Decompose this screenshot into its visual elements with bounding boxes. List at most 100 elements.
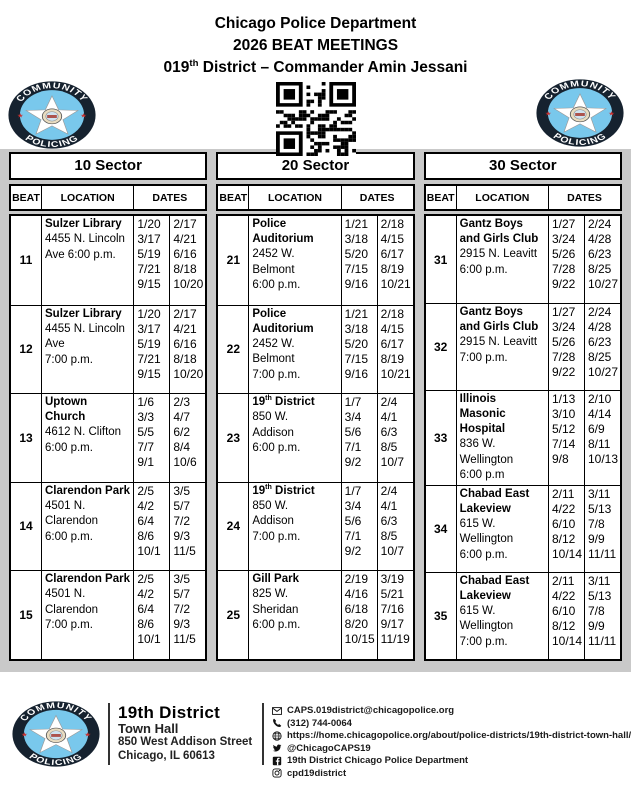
dates-column-1: 1/27 3/24 5/26 7/28 9/22 [547, 216, 584, 303]
location-address: 2452 W. Belmont 6:00 p.m. [252, 248, 301, 291]
dates-column-1: 1/20 3/17 5/19 7/21 9/15 [133, 216, 169, 305]
dates-column-1: 2/19 4/16 6/18 8/20 10/15 [340, 570, 377, 659]
dates-column-2: 2/18 4/15 6/17 8/19 10/21 [376, 216, 413, 305]
contact-text: cpd19district [287, 767, 347, 779]
sector-table: 21 Police Auditorium 2452 W. Belmont 6:00 … [216, 214, 415, 661]
location-address: 615 W. Wellington 7:00 p.m. [459, 604, 514, 648]
beat-number: 34 [425, 484, 456, 572]
sector-title: 10 Sector [9, 152, 208, 180]
sector-table: 11 Sulzer Library 4455 N. Lincoln Ave 6:00… [9, 214, 208, 661]
location-name: Uptown Church [45, 396, 88, 423]
column-header-location: LOCATION [455, 186, 548, 209]
contact-text: (312) 744-0064 [287, 717, 352, 729]
location-cell: Gantz Boys and Girls Club 2915 N. Leavitt… [455, 303, 548, 390]
location-name: Sulzer Library [45, 307, 122, 320]
sector-table: 31 Gantz Boys and Girls Club 2915 N. Leavi… [423, 214, 622, 661]
dates-column-2: 2/24 4/28 6/23 8/25 10/27 [583, 216, 620, 303]
location-name: Gantz Boys and Girls Club [459, 306, 539, 333]
sector-column-headers: BEAT LOCATION DATES [9, 184, 208, 211]
location-cell: Uptown Church 4612 N. Clifton 6:00 p.m. [41, 393, 134, 482]
dates-column-2: 2/4 4/1 6/3 8/5 10/7 [376, 481, 413, 570]
dates-column-1: 1/21 3/18 5/20 7/15 9/16 [340, 304, 377, 393]
dates-column-2: 3/11 5/13 7/8 9/9 11/11 [583, 571, 620, 659]
contact-row: (312) 744-0064 [272, 718, 631, 730]
beat-number: 23 [218, 393, 249, 482]
footer-hall: Town Hall [118, 721, 179, 736]
svg-text:★: ★ [17, 113, 24, 120]
footer-city: Chicago, IL 60613 [118, 749, 215, 762]
globe-icon [272, 731, 282, 741]
instagram-icon [272, 768, 282, 778]
column-header-dates: DATES [340, 186, 413, 209]
beat-number: 22 [218, 304, 249, 394]
dates-column-2: 2/3 4/7 6/2 8/4 10/6 [169, 393, 206, 482]
column-header-dates: DATES [547, 186, 620, 209]
location-name: 19th District [252, 394, 315, 408]
beat-number: 33 [425, 390, 456, 485]
sector-30: 30 Sector BEAT LOCATION DATES 31 Gantz Boys a… [423, 152, 622, 661]
footer-divider [262, 703, 264, 765]
svg-text:★: ★ [608, 111, 615, 118]
dates-column-1: 1/13 3/10 5/12 7/14 9/8 [547, 390, 584, 485]
location-cell: Chabad East Lakeview 615 W. Wellington 7:… [455, 571, 548, 659]
location-name: Chabad East Lakeview [459, 487, 530, 515]
dates-column-2: 3/5 5/7 7/2 9/3 11/5 [169, 481, 206, 570]
location-name: Police Auditorium [252, 218, 314, 245]
location-cell: Clarendon Park 4501 N. Clarendon 7:00 p.m… [41, 570, 134, 659]
beat-number: 35 [425, 571, 456, 659]
location-address: 4612 N. Clifton 6:00 p.m. [45, 426, 122, 454]
svg-text:★: ★ [80, 113, 87, 120]
page-subtitle: 2026 BEAT MEETINGS [232, 37, 399, 54]
contact-text: https://home.chicagopolice.org/about/pol… [287, 730, 631, 741]
contact-row: CAPS.019district@chicagopolice.org [272, 705, 631, 717]
location-address: 850 W. Addison 7:00 p.m. [252, 499, 301, 543]
location-address: 615 W. Wellington 6:00 p.m. [459, 517, 514, 561]
column-header-beat: BEAT [426, 192, 455, 204]
dates-column-1: 1/21 3/18 5/20 7/15 9/16 [340, 216, 377, 305]
dates-column-2: 3/5 5/7 7/2 9/3 11/5 [169, 570, 206, 659]
location-address: 4455 N. Lincoln Ave 6:00 p.m. [45, 233, 125, 261]
dates-column-1: 2/11 4/22 6/10 8/12 10/14 [547, 571, 584, 659]
location-name: Chabad East Lakeview [459, 574, 530, 602]
dates-column-2: 2/4 4/1 6/3 8/5 10/7 [376, 393, 413, 482]
contact-row: https://home.chicagopolice.org/about/pol… [272, 730, 631, 742]
footer-divider [108, 703, 110, 765]
location-address: 850 W. Addison 6:00 p.m. [252, 411, 301, 454]
dates-column-1: 1/27 3/24 5/26 7/28 9/22 [547, 303, 584, 390]
location-address: 4501 N. Clarendon 7:00 p.m. [45, 588, 99, 631]
beat-number: 12 [11, 304, 41, 394]
footer-address-block: 19th District Town Hall 850 West Addison… [118, 701, 254, 763]
location-cell: Police Auditorium 2452 W. Belmont 7:00 p.… [248, 304, 341, 393]
location-name: Police Auditorium [252, 307, 314, 335]
location-address: 4455 N. Lincoln Ave 7:00 p.m. [45, 322, 125, 366]
contact-text: 19th District Chicago Police Department [287, 755, 469, 766]
beat-number: 15 [11, 570, 41, 659]
contact-text: CAPS.019district@chicagopolice.org [287, 705, 455, 716]
contact-row: 19th District Chicago Police Department [272, 755, 631, 767]
sector-10: 10 Sector BEAT LOCATION DATES 11 Sulzer Libra… [9, 152, 208, 661]
phone-icon [272, 718, 282, 728]
dates-column-2: 2/18 4/15 6/17 8/19 10/21 [376, 304, 413, 393]
dates-column-2: 2/17 4/21 6/16 8/18 10/20 [169, 216, 205, 305]
location-cell: 19th District 850 W. Addison 7:00 p.m. [248, 481, 341, 570]
column-header-location: LOCATION [41, 186, 133, 209]
beat-number: 25 [218, 570, 249, 659]
sector-column-headers: BEAT LOCATION DATES [216, 184, 415, 211]
location-cell: Police Auditorium 2452 W. Belmont 6:00 p.… [248, 216, 340, 305]
dates-column-1: 1/20 3/17 5/19 7/21 9/15 [133, 304, 170, 393]
location-address: 2915 N. Leavitt 6:00 p.m. [459, 248, 538, 276]
location-name: Clarendon Park [45, 484, 130, 497]
location-name: Gantz Boys and Girls Club [459, 218, 539, 245]
contact-text: @ChicagoCAPS19 [287, 742, 371, 754]
location-cell: Sulzer Library 4455 N. Lincoln Ave 6:00 p… [41, 216, 133, 305]
location-cell: 19th District 850 W. Addison 6:00 p.m. [248, 393, 341, 482]
svg-text:★: ★ [545, 111, 552, 118]
dates-column-2: 2/17 4/21 6/16 8/18 10/20 [169, 304, 206, 393]
email-icon [272, 706, 282, 716]
location-cell: Sulzer Library 4455 N. Lincoln Ave 7:00 p… [41, 304, 134, 393]
dates-column-2: 3/19 5/21 7/16 9/17 11/19 [376, 570, 413, 659]
beat-number: 31 [433, 252, 448, 267]
sector-column-headers: BEAT LOCATION DATES [423, 184, 622, 211]
dates-column-2: 2/24 4/28 6/23 8/25 10/27 [583, 303, 620, 390]
footer-street: 850 West Addison Street [118, 736, 253, 748]
